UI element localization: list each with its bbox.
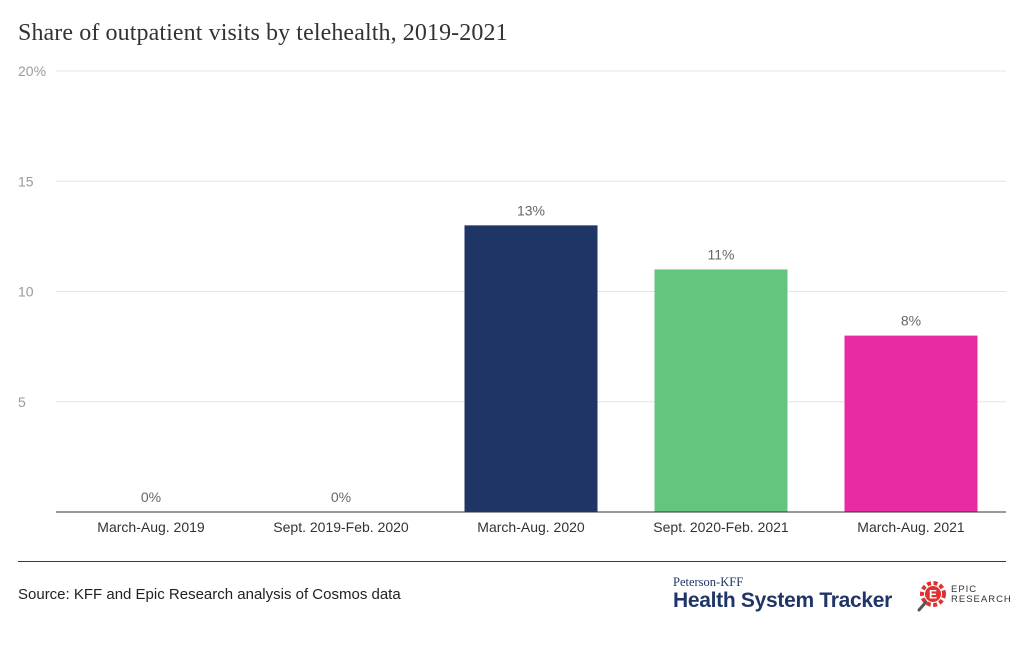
epic-label: EPIC	[951, 584, 978, 595]
svg-text:E: E	[929, 588, 937, 602]
bar-value-label: 0%	[331, 489, 351, 505]
brand-subtitle: Peterson-KFF	[673, 575, 744, 589]
bar-value-label: 0%	[141, 489, 161, 505]
x-category-label: March-Aug. 2019	[97, 519, 205, 535]
bar-value-label: 8%	[901, 313, 921, 329]
source-note: Source: KFF and Epic Research analysis o…	[18, 586, 401, 603]
research-label: RESEARCH	[951, 594, 1012, 605]
bar-value-label: 13%	[517, 202, 545, 218]
x-category-label: Sept. 2020-Feb. 2021	[653, 519, 789, 535]
bar	[464, 225, 598, 512]
footer-divider	[18, 561, 1006, 562]
bar-value-label: 11%	[708, 246, 735, 262]
bar	[844, 335, 978, 512]
bar	[654, 269, 788, 512]
y-tick-label: 5	[18, 394, 26, 410]
x-category-label: March-Aug. 2021	[857, 519, 965, 535]
peterson-kff-logo: Peterson-KFF Health System Tracker	[673, 575, 892, 613]
brand-title: Health System Tracker	[673, 589, 892, 612]
y-tick-label: 20%	[18, 63, 46, 79]
epic-gear-icon: E	[917, 581, 946, 612]
chart-title: Share of outpatient visits by telehealth…	[18, 20, 508, 46]
epic-research-logo: E EPIC RESEARCH	[917, 578, 1012, 614]
y-tick-label: 10	[18, 284, 34, 300]
x-category-label: Sept. 2019-Feb. 2020	[273, 519, 409, 535]
bar-chart: 5 10 15 20% 0% March-Aug. 2019 0% Sept. 2019-Fe…	[18, 63, 1006, 535]
y-tick-label: 15	[18, 173, 34, 189]
x-category-label: March-Aug. 2020	[477, 519, 585, 535]
